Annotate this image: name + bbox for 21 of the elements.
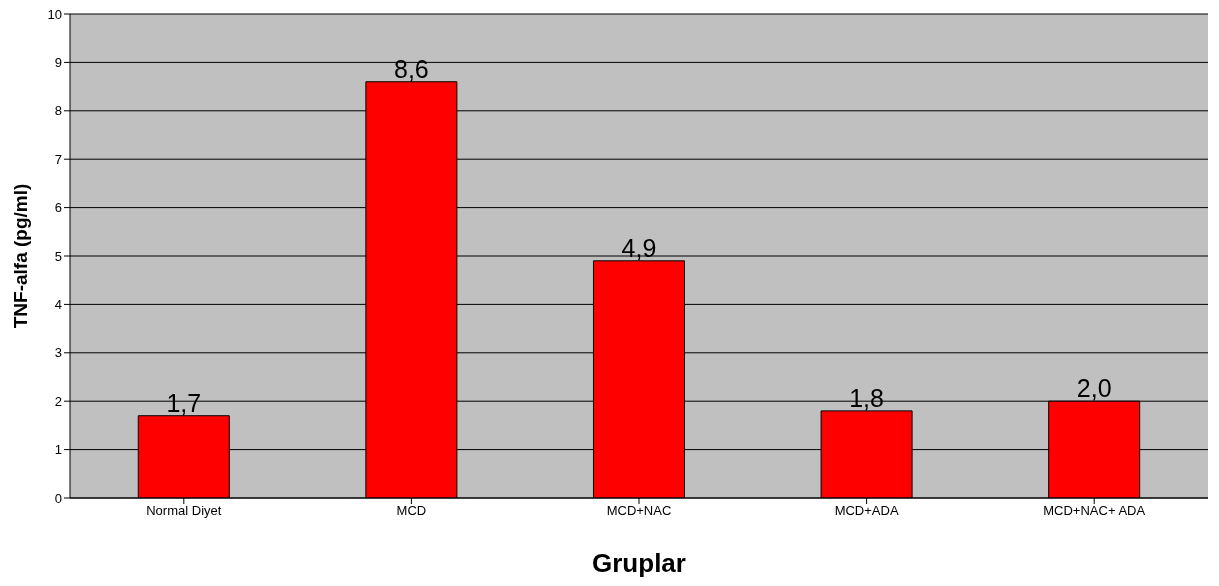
y-tick-label: 3 [54, 345, 62, 361]
y-tick-label: 1 [54, 442, 62, 458]
data-label: 8,6 [394, 54, 429, 83]
y-tick-label: 6 [54, 200, 62, 216]
x-tick-label: MCD+NAC [606, 503, 672, 519]
data-label: 2,0 [1076, 374, 1112, 403]
y-tick-label: 4 [54, 297, 62, 313]
y-tick-label: 5 [54, 248, 62, 264]
x-tick-label: MCD+ADA [834, 503, 899, 519]
y-tick-label: 10 [47, 6, 62, 22]
y-tick-label: 8 [54, 103, 62, 119]
y-tick-label: 2 [54, 393, 62, 409]
x-tick-label: MCD [396, 503, 427, 519]
y-tick-label: 9 [54, 55, 62, 71]
y-axis-title: TNF-alfa (pg/ml) [9, 183, 31, 329]
x-axis-title: Gruplar [592, 548, 686, 578]
y-tick-label: 7 [54, 151, 62, 167]
data-label: 4,9 [621, 233, 657, 262]
y-tick-label: 0 [54, 490, 62, 506]
x-tick-label: MCD+NAC+ ADA [1043, 503, 1146, 519]
x-tick-label: Normal Diyet [146, 503, 222, 519]
